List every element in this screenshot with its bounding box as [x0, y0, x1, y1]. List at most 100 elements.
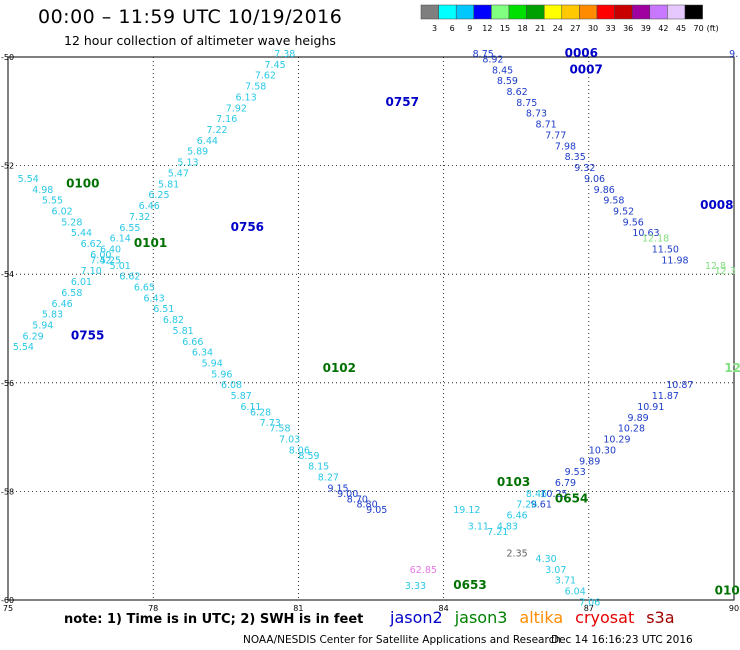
wave-height-value: 8.46	[526, 489, 547, 500]
wave-height-value: 8.70	[347, 494, 368, 505]
wave-height-value: 6.11	[240, 402, 261, 413]
wave-height-value: 7.03	[279, 435, 300, 446]
wave-height-value: 5.87	[231, 391, 252, 402]
lat-tick-label: -60	[1, 596, 14, 605]
wave-height-value: 4.83	[497, 521, 518, 532]
wave-height-value: 8.62	[507, 87, 528, 98]
wave-height-value: 3.71	[555, 576, 576, 587]
wave-height-value: 6.01	[71, 277, 92, 288]
wave-height-value: 5.81	[158, 179, 179, 190]
wave-height-value: 6.00	[90, 250, 111, 261]
lon-tick-label: 84	[439, 604, 449, 613]
wave-height-value: 7.26	[284, 38, 305, 49]
wave-height-value: 5.01	[110, 261, 131, 272]
wave-height-value: 9.15	[327, 483, 348, 494]
wave-height-value: 8.92	[482, 54, 503, 65]
wave-height-value: 6.43	[144, 293, 165, 304]
wave-height-value: 9.52	[613, 206, 634, 217]
wave-height-value: 6.14	[110, 234, 131, 245]
wave-height-value: 8.59	[497, 76, 518, 87]
lon-tick-label: 81	[293, 604, 303, 613]
wave-height-value: 8.75	[473, 49, 494, 60]
wave-height-value: 9.56	[623, 217, 644, 228]
wave-height-value: 5.25	[100, 255, 121, 266]
wave-height-value: 8.75	[516, 98, 537, 109]
wave-height-value: 11.98	[661, 255, 688, 266]
wave-height-value: 9.00	[337, 489, 358, 500]
wave-height-value: 6.65	[134, 282, 155, 293]
wave-height-value: 5.96	[211, 369, 232, 380]
wave-height-value: 8.59	[298, 451, 319, 462]
footer-credit: NOAA/NESDIS Center for Satellite Applica…	[243, 634, 561, 646]
map-subtitle: 12 hour collection of altimeter wave hei…	[64, 33, 336, 48]
legend-jason3: jason3	[454, 608, 508, 627]
wave-height-value: 7.77	[545, 130, 566, 141]
lon-tick-label: 90	[729, 604, 739, 613]
wave-height-value: 7.38	[274, 49, 295, 60]
lat-tick-label: -52	[1, 162, 14, 171]
wave-height-value: 7.73	[260, 418, 281, 429]
wave-height-value: 7.98	[555, 141, 576, 152]
wave-height-value: 6.25	[148, 190, 169, 201]
wave-height-value: 7.21	[487, 527, 508, 538]
wave-height-value: 6.55	[119, 223, 140, 234]
wave-height-value: 6.29	[23, 331, 44, 342]
wave-height-value: 6.82	[163, 315, 184, 326]
wave-height-value: 8.27	[318, 473, 339, 484]
note-text: note: 1) Time is in UTC; 2) SWH is in fe…	[64, 612, 364, 627]
wave-height-value: 10.28	[710, 6, 737, 17]
wave-height-value: 4.30	[536, 554, 557, 565]
wave-height-value: 5.47	[168, 168, 189, 179]
wave-height-value: 7.79	[303, 16, 324, 27]
wave-height-value: 7.22	[206, 125, 227, 136]
wave-height-value: 7.16	[216, 114, 237, 125]
wave-height-value: 10.30	[589, 445, 616, 456]
pass-time-label: 0102	[323, 361, 356, 375]
wave-height-value: 62.85	[410, 565, 437, 576]
pass-time-label: 0654	[555, 491, 588, 505]
wave-height-value: 7.62	[255, 71, 276, 82]
wave-height-value: 6.62	[119, 272, 140, 283]
wave-height-value: 7.26	[516, 500, 537, 511]
wave-height-value: 6.13	[235, 92, 256, 103]
wave-height-value: 6.04	[565, 587, 586, 598]
pass-time-label: 0101	[134, 236, 167, 250]
footer-timestamp: Dec 14 16:16:23 UTC 2016	[551, 634, 693, 646]
wave-height-value: 8.45	[492, 65, 513, 76]
wave-height-value: 5.81	[173, 326, 194, 337]
pass-time-label: 0103	[497, 475, 530, 489]
wave-height-value: 7.58	[269, 424, 290, 435]
wave-height-value: 6.46	[139, 201, 160, 212]
wave-height-value: 9.89	[579, 456, 600, 467]
wave-height-value: 3.33	[405, 581, 426, 592]
wave-height-value: 8.80	[356, 500, 377, 511]
wave-height-value: 7.45	[265, 60, 286, 71]
pass-time-label: 0008	[700, 198, 733, 212]
wave-height-value: 9.	[729, 49, 738, 60]
legend-altika: altika	[519, 608, 564, 627]
wave-height-value: 6.46	[507, 511, 528, 522]
wave-height-value: 8.35	[565, 152, 586, 163]
wave-height-value: 8.06	[289, 445, 310, 456]
wave-height-value: 6.40	[100, 244, 121, 255]
lon-tick-label: 87	[584, 604, 594, 613]
pass-time-label: 0006	[565, 46, 598, 60]
lat-tick-label: -54	[1, 270, 14, 279]
pass-time-label: 010	[715, 584, 740, 598]
wave-height-value: 6.62	[81, 239, 102, 250]
pass-time-label: 0756	[231, 220, 264, 234]
wave-height-value: 12.8	[705, 261, 726, 272]
wave-height-value: 6.51	[153, 304, 174, 315]
wave-height-value: 9.53	[565, 467, 586, 478]
wave-height-value: 11.50	[652, 244, 679, 255]
wave-height-value: 7.32	[129, 212, 150, 223]
wave-height-value: 3.07	[545, 565, 566, 576]
wave-height-value: 6.02	[52, 206, 73, 217]
wave-height-value: 10.11	[705, 0, 732, 6]
wave-height-value: 7.42	[90, 255, 111, 266]
legend-jason2: jason2	[390, 608, 443, 627]
wave-height-value: 7.06	[579, 597, 600, 608]
wave-height-value: 9.32	[574, 163, 595, 174]
wave-height-value: 10.87	[666, 380, 693, 391]
wave-height-value: 5.44	[71, 228, 92, 239]
